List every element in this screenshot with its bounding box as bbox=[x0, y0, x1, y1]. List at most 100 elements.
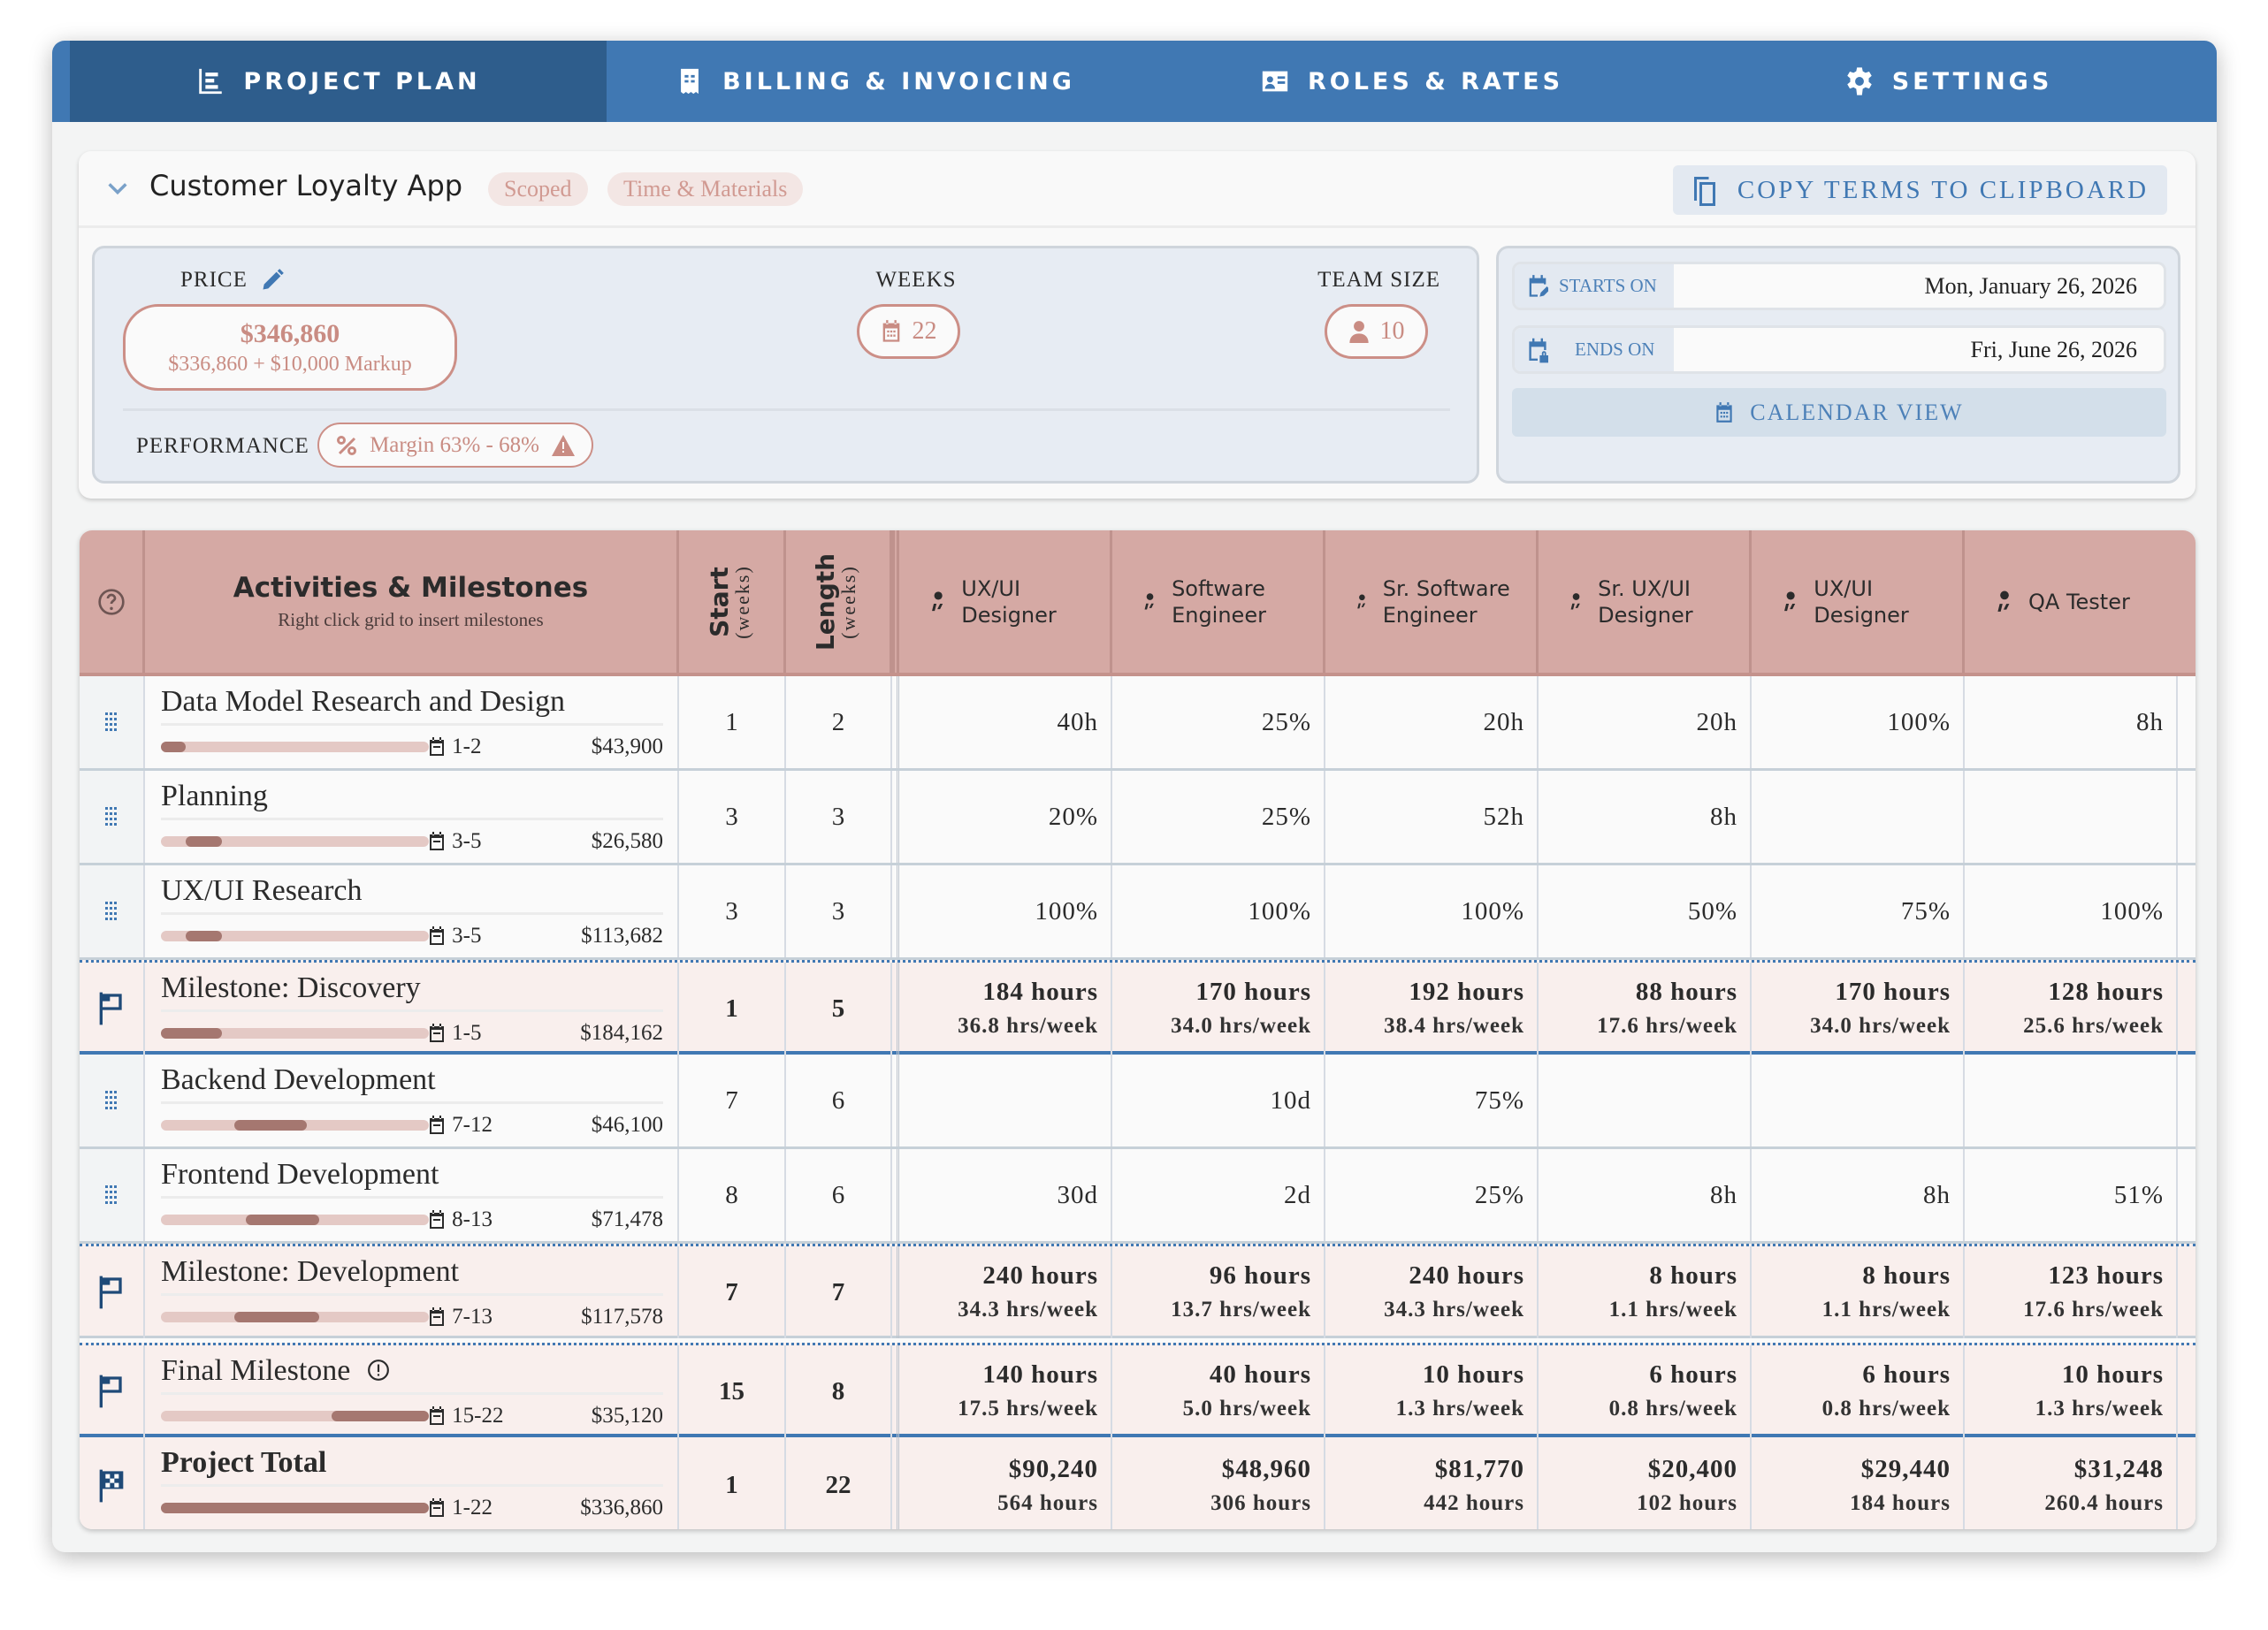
activity-row[interactable]: Backend Development 7-12 $46,100 7 6 10d 75% bbox=[80, 1055, 2195, 1149]
role-allocation-cell[interactable]: 20h bbox=[1325, 676, 1539, 768]
pencil-icon[interactable] bbox=[260, 268, 285, 293]
role-allocation-cell[interactable]: 75% bbox=[1325, 1055, 1539, 1146]
drag-handle-icon[interactable] bbox=[105, 807, 118, 826]
start-week-cell[interactable]: 3 bbox=[679, 865, 786, 957]
length-cell[interactable]: 2 bbox=[786, 676, 892, 768]
length-cell[interactable]: 8 bbox=[786, 1345, 892, 1437]
length-column-header[interactable]: Length (weeks) bbox=[811, 552, 860, 650]
role-allocation-cell[interactable]: 50% bbox=[1539, 865, 1752, 957]
role-allocation-cell[interactable]: 25% bbox=[1325, 1149, 1539, 1241]
start-week-cell[interactable]: 1 bbox=[679, 963, 786, 1055]
project-total-row[interactable]: Project Total 1-22 $336,860 1 22 $90,240 564 h… bbox=[80, 1437, 2195, 1529]
length-cell[interactable]: 6 bbox=[786, 1149, 892, 1241]
copy-terms-button[interactable]: COPY TERMS TO CLIPBOARD bbox=[1673, 165, 2167, 215]
role-allocation-cell[interactable]: 20h bbox=[1539, 676, 1752, 768]
role-allocation-cell[interactable]: 100% bbox=[1112, 865, 1325, 957]
tab-billing-invoicing[interactable]: BILLING & INVOICING bbox=[607, 41, 1143, 122]
role-allocation-cell[interactable]: 8h bbox=[1539, 1149, 1752, 1241]
role-allocation-cell[interactable]: 10d bbox=[1112, 1055, 1325, 1146]
activities-grid[interactable]: Activities & Milestones Right click grid… bbox=[80, 530, 2195, 1529]
role-allocation-cell[interactable]: 8h bbox=[1965, 676, 2178, 768]
activity-name[interactable]: Planning bbox=[161, 780, 268, 812]
role-column-header[interactable]: Sr. Software Engineer bbox=[1325, 530, 1539, 673]
milestone-row[interactable]: Milestone: Development 7-13 $117,578 7 7 240 … bbox=[80, 1244, 2195, 1338]
weeks-pill[interactable]: 22 bbox=[857, 304, 960, 359]
role-allocation-cell[interactable]: 51% bbox=[1965, 1149, 2178, 1241]
role-allocation-cell[interactable] bbox=[1965, 1055, 2178, 1146]
help-icon[interactable] bbox=[97, 588, 126, 616]
drag-handle-icon[interactable] bbox=[105, 1091, 118, 1110]
start-week-cell[interactable]: 1 bbox=[679, 1437, 786, 1529]
start-week-cell[interactable]: 15 bbox=[679, 1345, 786, 1437]
chevron-down-icon[interactable] bbox=[105, 176, 130, 201]
start-column-header[interactable]: Start (weeks) bbox=[705, 565, 754, 639]
calendar-view-button[interactable]: CALENDAR VIEW bbox=[1512, 388, 2166, 437]
drag-handle-icon[interactable] bbox=[105, 1185, 118, 1205]
role-allocation-cell[interactable]: 25% bbox=[1112, 676, 1325, 768]
role-allocation-cell[interactable]: 100% bbox=[1752, 676, 1965, 768]
info-icon[interactable] bbox=[367, 1359, 390, 1382]
activity-name[interactable]: Milestone: Discovery bbox=[161, 971, 421, 1004]
length-cell[interactable]: 22 bbox=[786, 1437, 892, 1529]
start-week-cell[interactable]: 7 bbox=[679, 1055, 786, 1146]
role-column-header[interactable]: Software Engineer bbox=[1112, 530, 1325, 673]
start-week-cell[interactable]: 1 bbox=[679, 676, 786, 768]
role-allocation-cell[interactable]: 75% bbox=[1752, 865, 1965, 957]
margin-pill[interactable]: Margin 63% - 68% bbox=[317, 423, 593, 468]
role-allocation-cell[interactable]: 8h bbox=[1539, 771, 1752, 863]
team-size-pill[interactable]: 10 bbox=[1325, 304, 1428, 359]
role-allocation-cell[interactable] bbox=[1752, 771, 1965, 863]
role-allocation-cell[interactable]: 30d bbox=[899, 1149, 1112, 1241]
role-allocation-cell[interactable]: 100% bbox=[1965, 865, 2178, 957]
role-allocation-cell[interactable]: 25% bbox=[1112, 771, 1325, 863]
milestone-row[interactable]: Final Milestone 15-22 $35,120 15 8 140 hours… bbox=[80, 1343, 2195, 1437]
role-allocation-cell[interactable]: 8h bbox=[1752, 1149, 1965, 1241]
activity-name[interactable]: Frontend Development bbox=[161, 1158, 439, 1191]
activity-name[interactable]: Backend Development bbox=[161, 1063, 436, 1096]
milestone-row[interactable]: Milestone: Discovery 1-5 $184,162 1 5 184 hou… bbox=[80, 960, 2195, 1055]
role-allocation-cell[interactable] bbox=[1965, 771, 2178, 863]
calendar-icon bbox=[430, 1406, 445, 1425]
tab-settings[interactable]: SETTINGS bbox=[1680, 41, 2217, 122]
role-allocation-cell[interactable]: 52h bbox=[1325, 771, 1539, 863]
activity-name[interactable]: UX/UI Research bbox=[161, 874, 363, 907]
role-allocation-cell[interactable]: 100% bbox=[1325, 865, 1539, 957]
role-column-header[interactable]: UX/UI Designer bbox=[899, 530, 1112, 673]
schedule-bar-fill bbox=[233, 1312, 320, 1322]
price-pill[interactable]: $346,860 $336,860 + $10,000 Markup bbox=[123, 304, 457, 391]
team-size-label: TEAM SIZE bbox=[1317, 268, 1440, 292]
tab-project-plan[interactable]: PROJECT PLAN bbox=[70, 41, 607, 122]
role-allocation-cell[interactable]: 100% bbox=[899, 865, 1112, 957]
start-week-cell[interactable]: 7 bbox=[679, 1246, 786, 1338]
activity-name[interactable]: Milestone: Development bbox=[161, 1255, 460, 1288]
role-allocation-cell[interactable]: 40h bbox=[899, 676, 1112, 768]
start-week-cell[interactable]: 8 bbox=[679, 1149, 786, 1241]
length-cell[interactable]: 6 bbox=[786, 1055, 892, 1146]
activity-row[interactable]: Data Model Research and Design 1-2 $43,900… bbox=[80, 676, 2195, 771]
length-cell[interactable]: 3 bbox=[786, 771, 892, 863]
role-column-header[interactable]: UX/UI Designer bbox=[1752, 530, 1965, 673]
start-week-cell[interactable]: 3 bbox=[679, 771, 786, 863]
activity-name[interactable]: Data Model Research and Design bbox=[161, 685, 565, 718]
role-column-header[interactable]: Sr. UX/UI Designer bbox=[1539, 530, 1752, 673]
activity-row[interactable]: Planning 3-5 $26,580 3 3 20% 25% 52h 8h bbox=[80, 771, 2195, 865]
role-column-header[interactable]: QA Tester bbox=[1965, 530, 2178, 673]
role-allocation-cell[interactable]: 20% bbox=[899, 771, 1112, 863]
drag-handle-icon[interactable] bbox=[105, 712, 118, 732]
role-allocation-cell[interactable] bbox=[1752, 1055, 1965, 1146]
drag-handle-icon[interactable] bbox=[105, 902, 118, 921]
ends-on-field[interactable]: ENDS ON Fri, June 26, 2026 bbox=[1512, 325, 2166, 374]
tab-roles-rates[interactable]: ROLES & RATES bbox=[1143, 41, 1680, 122]
length-cell[interactable]: 3 bbox=[786, 865, 892, 957]
role-allocation-cell[interactable]: 2d bbox=[1112, 1149, 1325, 1241]
length-cell[interactable]: 7 bbox=[786, 1246, 892, 1338]
starts-on-field[interactable]: STARTS ON Mon, January 26, 2026 bbox=[1512, 262, 2166, 310]
length-cell[interactable]: 5 bbox=[786, 963, 892, 1055]
activity-row[interactable]: Frontend Development 8-13 $71,478 8 6 30d 2d 25… bbox=[80, 1149, 2195, 1244]
activity-row[interactable]: UX/UI Research 3-5 $113,682 3 3 100% 100% 100% 5… bbox=[80, 865, 2195, 960]
role-allocation-cell[interactable] bbox=[1539, 1055, 1752, 1146]
role-allocation-cell: 123 hours 17.6 hrs/week bbox=[1965, 1246, 2178, 1338]
activity-name[interactable]: Final Milestone bbox=[161, 1354, 351, 1387]
activity-name[interactable]: Project Total bbox=[161, 1446, 327, 1479]
role-allocation-cell[interactable] bbox=[899, 1055, 1112, 1146]
